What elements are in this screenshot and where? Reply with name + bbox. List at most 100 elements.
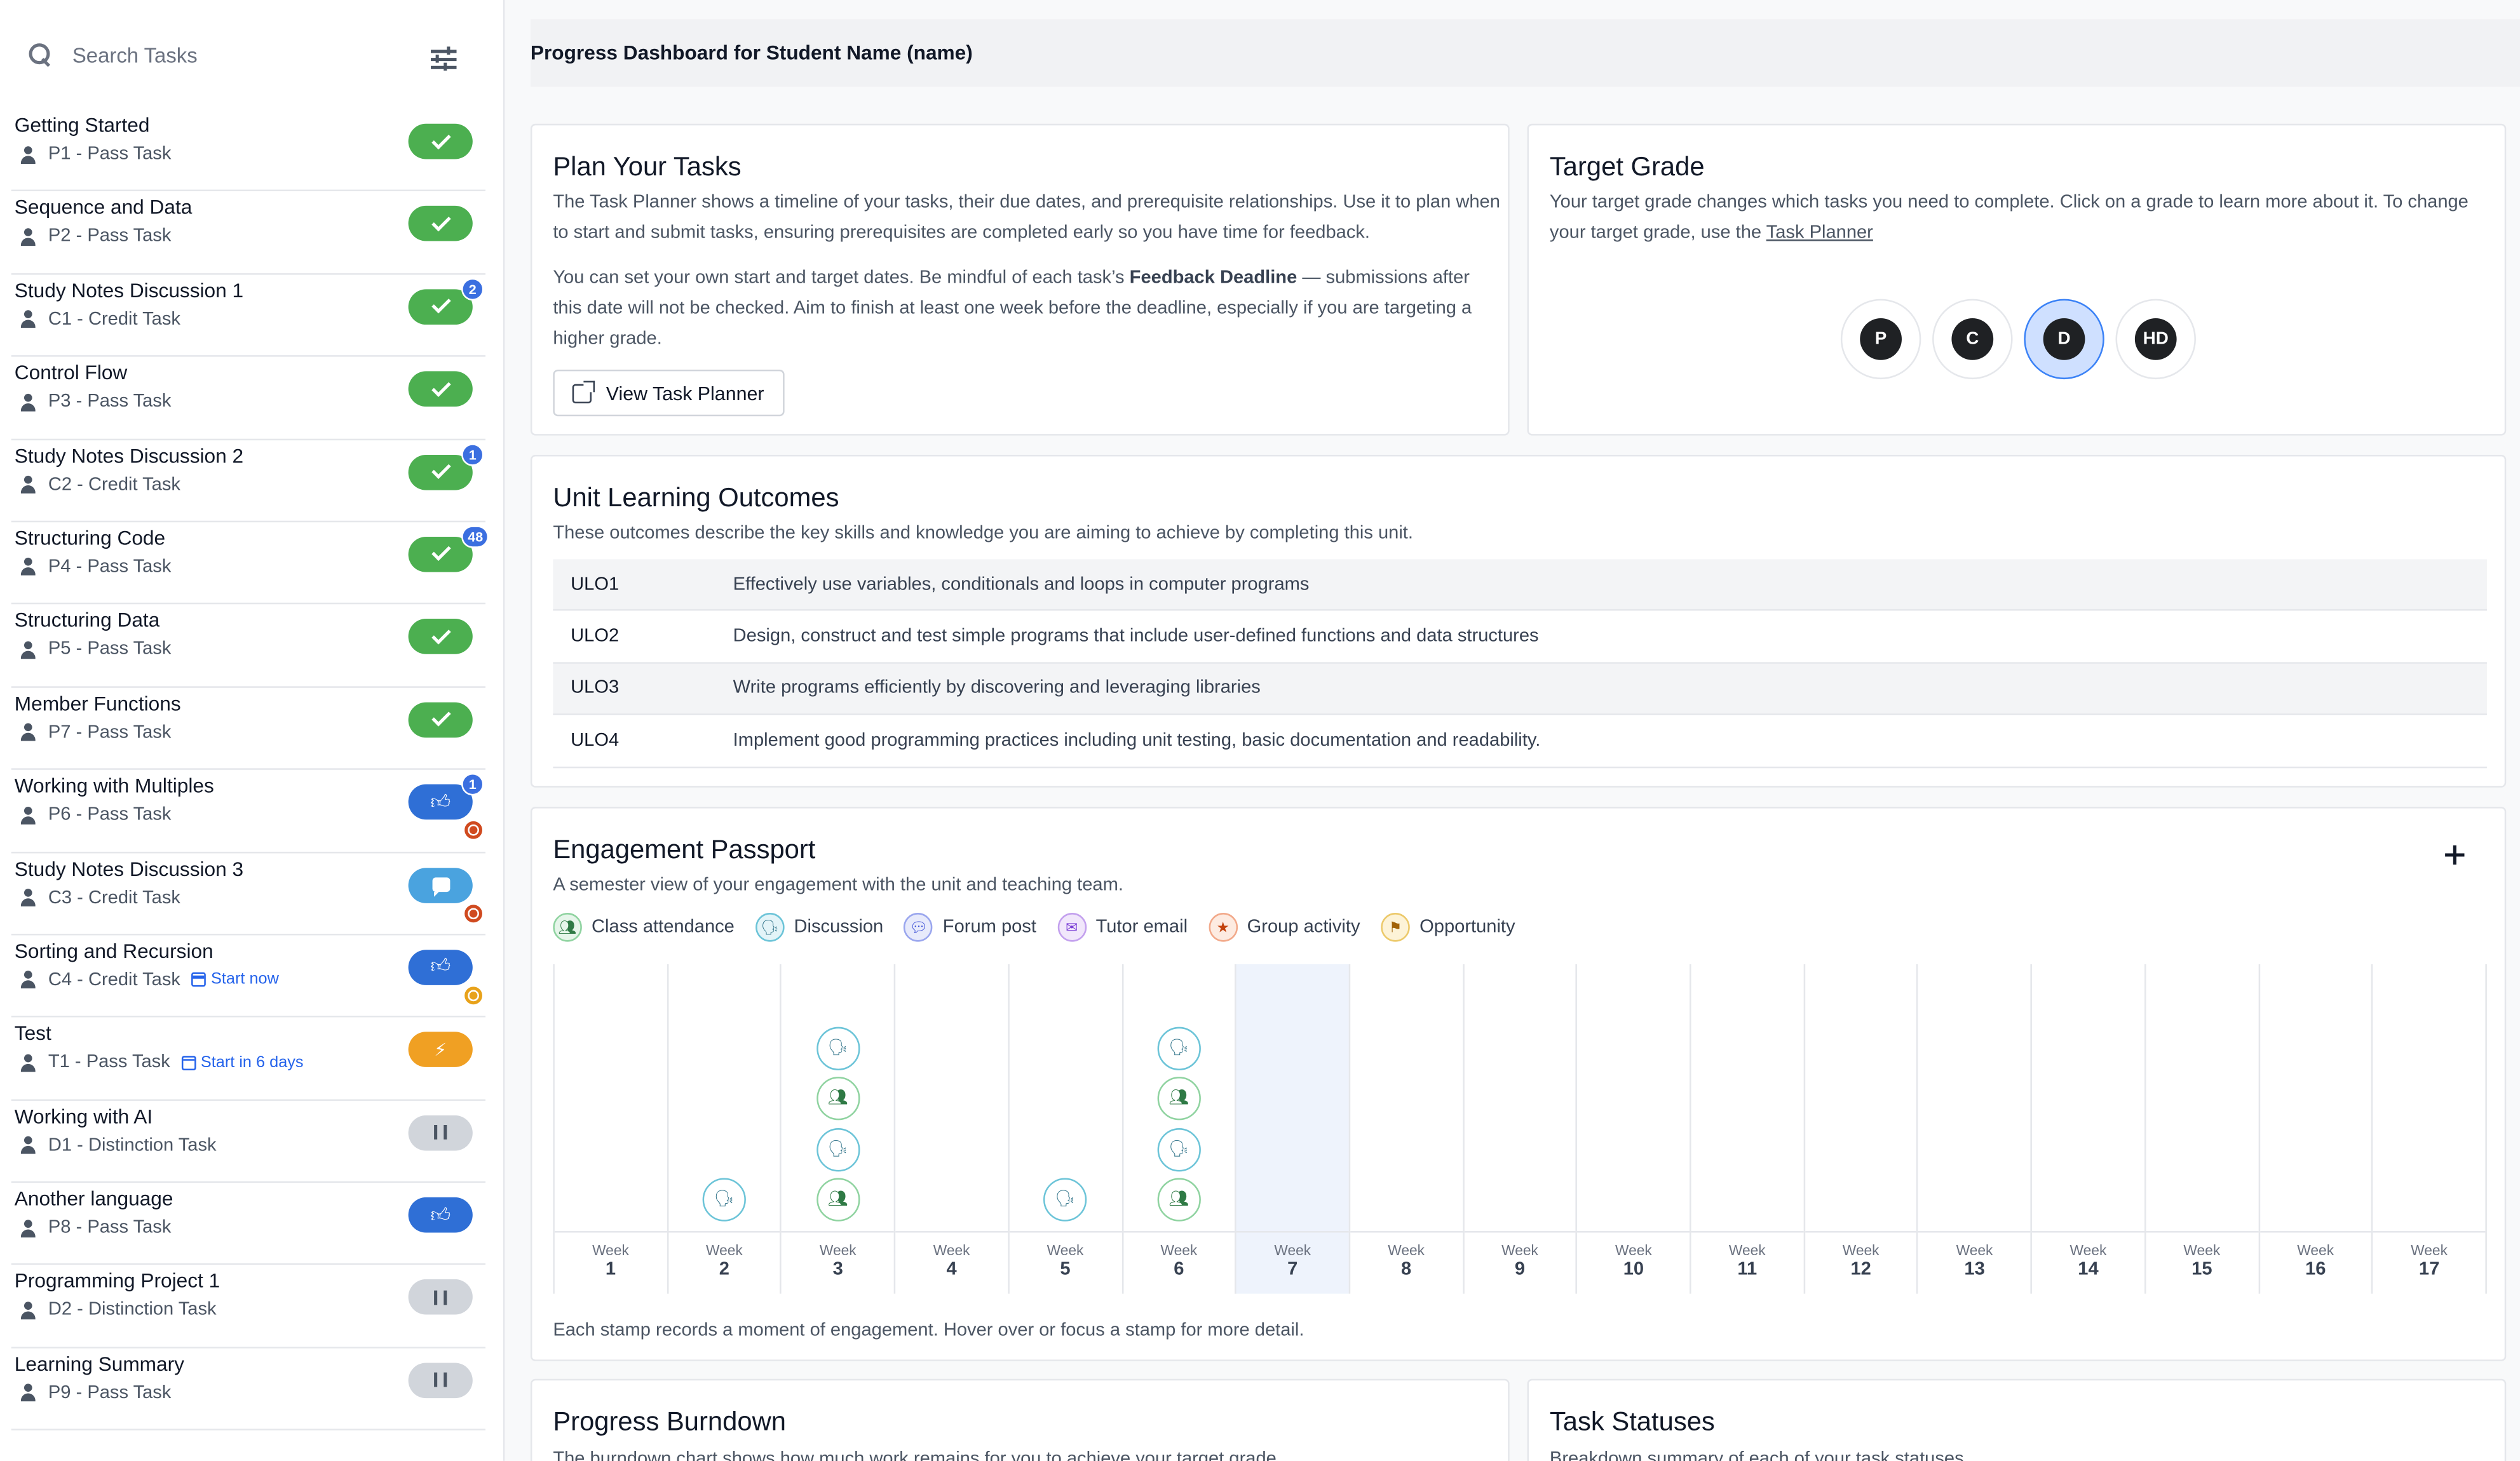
comment-count-badge: 1 xyxy=(461,773,484,796)
task-item[interactable]: Learning Summary P9 - Pass Task xyxy=(11,1348,486,1431)
grade-label: HD xyxy=(2134,318,2177,360)
status-complete-button[interactable] xyxy=(408,536,473,572)
target-grade-card: Target Grade Your target grade changes w… xyxy=(1527,123,2507,436)
week-number: 8 xyxy=(1401,1260,1412,1279)
week-word: Week xyxy=(2411,1242,2448,1258)
task-item[interactable]: Sequence and Data P2 - Pass Task xyxy=(11,192,486,275)
grade-option-hd[interactable]: HD xyxy=(2115,299,2196,380)
start-date-note: Start now xyxy=(191,971,279,989)
week-number: 2 xyxy=(719,1260,729,1279)
statuses-description: Breakdown summary of each of your task s… xyxy=(1549,1450,1969,1461)
status-complete-button[interactable] xyxy=(408,371,473,407)
week-label: Week 3 xyxy=(782,1230,894,1294)
task-item[interactable]: Study Notes Discussion 2 C2 - Credit Task… xyxy=(11,440,486,523)
week-word: Week xyxy=(705,1242,743,1258)
ulo-text: Design, construct and test simple progra… xyxy=(733,626,1539,647)
week-word: Week xyxy=(1615,1242,1652,1258)
task-code: P2 - Pass Task xyxy=(48,227,172,247)
grade-option-p[interactable]: P xyxy=(1840,299,1921,380)
status-not-started-button[interactable] xyxy=(408,1280,473,1316)
legend-item: 👥︎ Class attendance xyxy=(553,913,735,942)
status-not-started-button[interactable] xyxy=(408,1115,473,1150)
passport-footer: Each stamp records a moment of engagemen… xyxy=(553,1321,1304,1341)
task-item[interactable]: Study Notes Discussion 3 C3 - Credit Task xyxy=(11,852,486,936)
filter-icon[interactable] xyxy=(431,46,457,72)
status-ready-button[interactable]: 👍︎ xyxy=(408,949,473,985)
week-label: Week 12 xyxy=(1805,1230,1917,1294)
view-task-planner-button[interactable]: View Task Planner xyxy=(553,369,785,417)
legend-label: Tutor email xyxy=(1095,917,1188,937)
grade-option-c[interactable]: C xyxy=(1932,299,2013,380)
plan-title: Plan Your Tasks xyxy=(553,152,742,182)
legend-label: Opportunity xyxy=(1419,917,1515,937)
week-column: Week 7 xyxy=(1235,964,1349,1294)
person-icon xyxy=(19,971,37,989)
thumbs-up-icon: 👍︎ xyxy=(430,790,451,813)
class-attendance-stamp-icon[interactable]: 👥︎ xyxy=(816,1178,860,1222)
tutor-email-icon: ✉︎ xyxy=(1057,913,1087,942)
statuses-title: Task Statuses xyxy=(1549,1408,1715,1437)
ulo-text: Write programs efficiently by discoverin… xyxy=(733,678,1261,699)
status-not-started-button[interactable] xyxy=(408,1363,473,1398)
task-item[interactable]: Working with Multiples P6 - Pass Task 👍︎ 1 xyxy=(11,770,486,853)
discussion-stamp-icon[interactable]: 🗣︎ xyxy=(1157,1127,1201,1171)
status-ready-button[interactable]: 👍︎ xyxy=(408,1197,473,1233)
discussion-stamp-icon[interactable]: 🗣︎ xyxy=(702,1178,747,1222)
task-item[interactable]: Test T1 - Pass Task Start in 6 days ⚡︎ xyxy=(11,1018,486,1101)
task-subtitle: C4 - Credit Task Start now xyxy=(19,971,279,990)
week-column: Week 13 xyxy=(1916,964,2031,1294)
task-item[interactable]: Structuring Data P5 - Pass Task xyxy=(11,605,486,688)
week-column: Week 9 xyxy=(1462,964,1576,1294)
task-name: Sequence and Data xyxy=(14,196,193,220)
task-item[interactable]: Sorting and Recursion C4 - Credit Task Sta… xyxy=(11,935,486,1018)
week-column: Week 6 👥︎ 🗣︎ 👥︎ 🗣︎ xyxy=(1121,964,1235,1294)
task-subtitle: P9 - Pass Task xyxy=(19,1384,171,1403)
discussion-stamp-icon[interactable]: 🗣︎ xyxy=(1043,1178,1087,1222)
task-name: Member Functions xyxy=(14,692,181,715)
task-name: Programming Project 1 xyxy=(14,1270,220,1293)
week-word: Week xyxy=(1956,1242,1993,1258)
grade-label: P xyxy=(1860,318,1902,360)
task-item[interactable]: Control Flow P3 - Pass Task xyxy=(11,357,486,440)
week-word: Week xyxy=(592,1242,629,1258)
task-item[interactable]: Getting Started P1 - Pass Task xyxy=(11,109,486,192)
status-complete-button[interactable] xyxy=(408,206,473,242)
class-attendance-stamp-icon[interactable]: 👥︎ xyxy=(816,1077,860,1121)
start-date-text: Start in 6 days xyxy=(200,1054,304,1072)
task-item[interactable]: Working with AI D1 - Distinction Task xyxy=(11,1100,486,1183)
week-label: Week 9 xyxy=(1463,1230,1576,1294)
task-planner-link[interactable]: Task Planner xyxy=(1766,223,1873,243)
thumbs-up-icon: 👍︎ xyxy=(430,955,451,978)
task-item[interactable]: Another language P8 - Pass Task 👍︎ xyxy=(11,1183,486,1266)
task-item[interactable]: Member Functions P7 - Pass Task xyxy=(11,687,486,771)
class-attendance-stamp-icon[interactable]: 👥︎ xyxy=(1157,1077,1201,1121)
person-icon xyxy=(19,145,37,163)
ulo-description: These outcomes describe the key skills a… xyxy=(553,523,1413,544)
status-working-button[interactable]: ⚡︎ xyxy=(408,1032,473,1068)
discussion-stamp-icon[interactable]: 🗣︎ xyxy=(816,1127,860,1171)
grade-option-d[interactable]: D xyxy=(2024,299,2104,380)
person-icon xyxy=(19,1384,37,1403)
plus-icon[interactable] xyxy=(2445,845,2465,865)
status-complete-button[interactable] xyxy=(408,454,473,490)
task-item[interactable]: Programming Project 1 D2 - Distinction Ta… xyxy=(11,1265,486,1349)
status-ready-button[interactable]: 👍︎ xyxy=(408,784,473,820)
task-item[interactable]: Study Notes Discussion 1 C1 - Credit Task… xyxy=(11,274,486,358)
progress-burndown-card: Progress Burndown The burndown chart sho… xyxy=(530,1378,1510,1461)
discussion-stamp-icon[interactable]: 🗣︎ xyxy=(1157,1026,1201,1070)
status-discuss-button[interactable] xyxy=(408,866,473,903)
lightning-icon: ⚡︎ xyxy=(434,1040,447,1061)
task-item[interactable]: Structuring Code P4 - Pass Task 48 xyxy=(11,522,490,605)
status-complete-button[interactable] xyxy=(408,619,473,655)
legend-label: Group activity xyxy=(1247,917,1360,937)
status-complete-button[interactable] xyxy=(408,123,473,159)
person-icon xyxy=(19,806,37,824)
status-complete-button[interactable] xyxy=(408,701,473,737)
person-icon xyxy=(19,1054,37,1072)
class-attendance-stamp-icon[interactable]: 👥︎ xyxy=(1157,1178,1201,1222)
person-icon xyxy=(19,227,37,246)
task-code: P8 - Pass Task xyxy=(48,1218,172,1238)
status-complete-button[interactable] xyxy=(408,288,473,325)
search-input[interactable] xyxy=(72,43,394,67)
discussion-stamp-icon[interactable]: 🗣︎ xyxy=(816,1026,860,1070)
